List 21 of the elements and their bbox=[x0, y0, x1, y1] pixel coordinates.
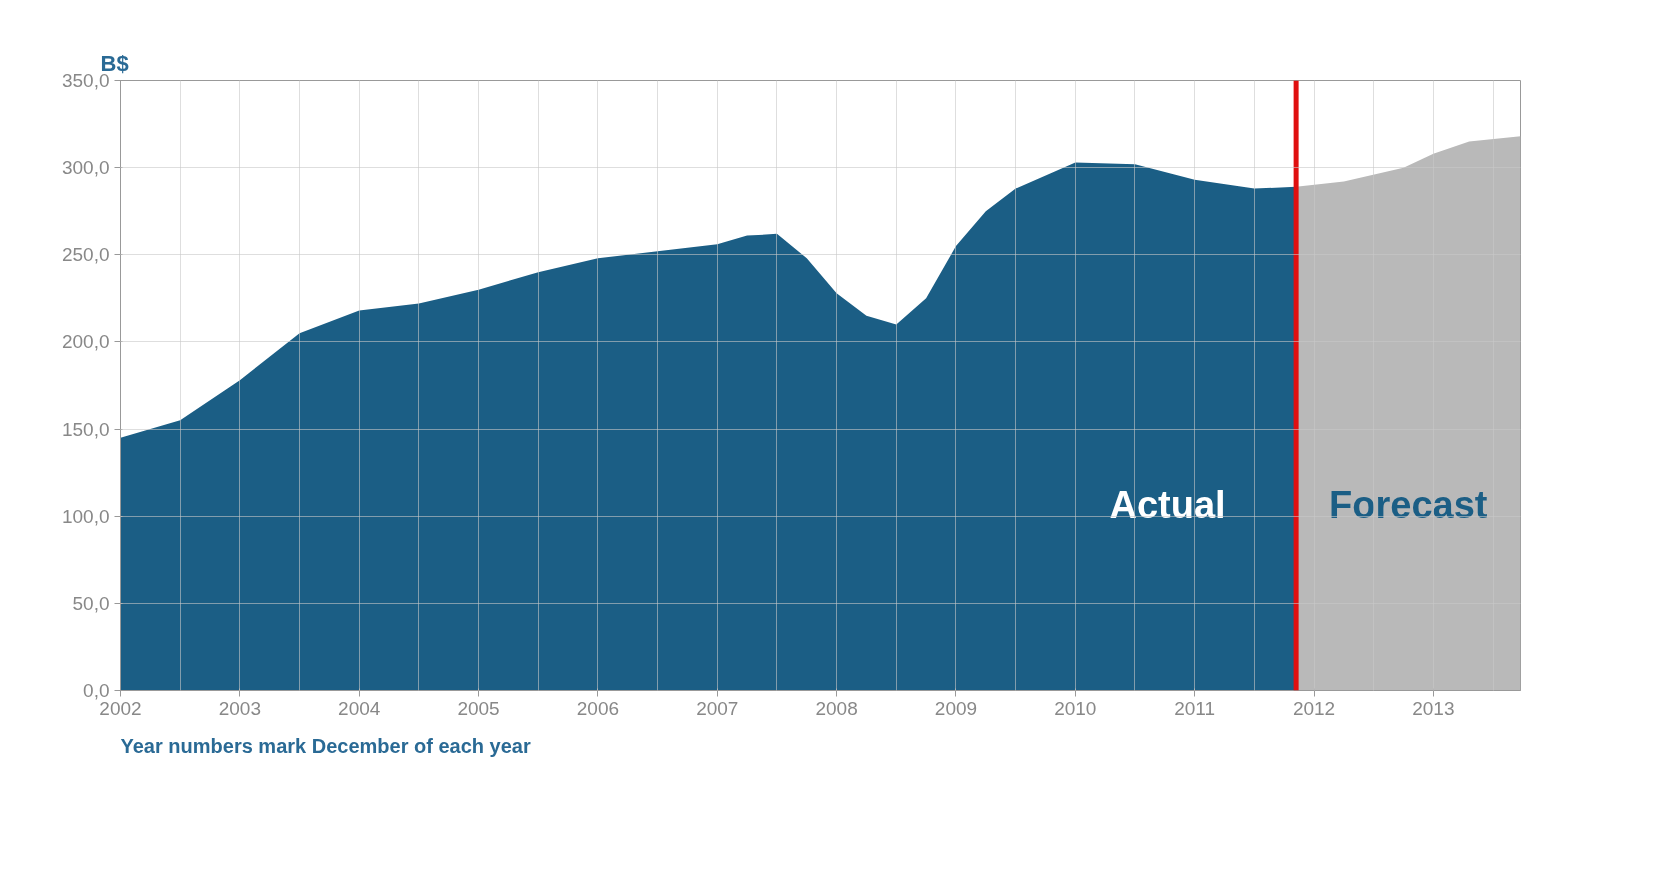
x-tick-label: 2009 bbox=[934, 697, 978, 719]
y-tick-label: 200,0 bbox=[61, 331, 110, 353]
x-tick-label: 2011 bbox=[1174, 697, 1216, 719]
y-tick-label: 350,0 bbox=[61, 70, 110, 91]
series-label: Actual bbox=[1109, 483, 1226, 526]
x-tick-label: 2007 bbox=[696, 697, 739, 719]
series-label: Forecast bbox=[1329, 483, 1488, 526]
x-tick-label: 2010 bbox=[1054, 697, 1097, 719]
text: Year numbers mark December of each year bbox=[120, 734, 531, 757]
x-tick-label: 2013 bbox=[1412, 697, 1455, 719]
y-tick-label: 50,0 bbox=[72, 592, 110, 614]
y-tick-label: 150,0 bbox=[61, 418, 110, 440]
y-tick-label: 250,0 bbox=[61, 244, 110, 266]
x-tick-label: 2005 bbox=[457, 697, 500, 719]
y-tick-label: 100,0 bbox=[61, 505, 110, 527]
x-tick-label: 2006 bbox=[576, 697, 620, 719]
x-tick-label: 2004 bbox=[338, 697, 381, 719]
x-tick-label: 2012 bbox=[1292, 697, 1336, 719]
x-tick-label: 2003 bbox=[218, 697, 261, 719]
y-tick-label: 300,0 bbox=[61, 157, 110, 179]
x-tick-label: 2008 bbox=[815, 697, 858, 719]
